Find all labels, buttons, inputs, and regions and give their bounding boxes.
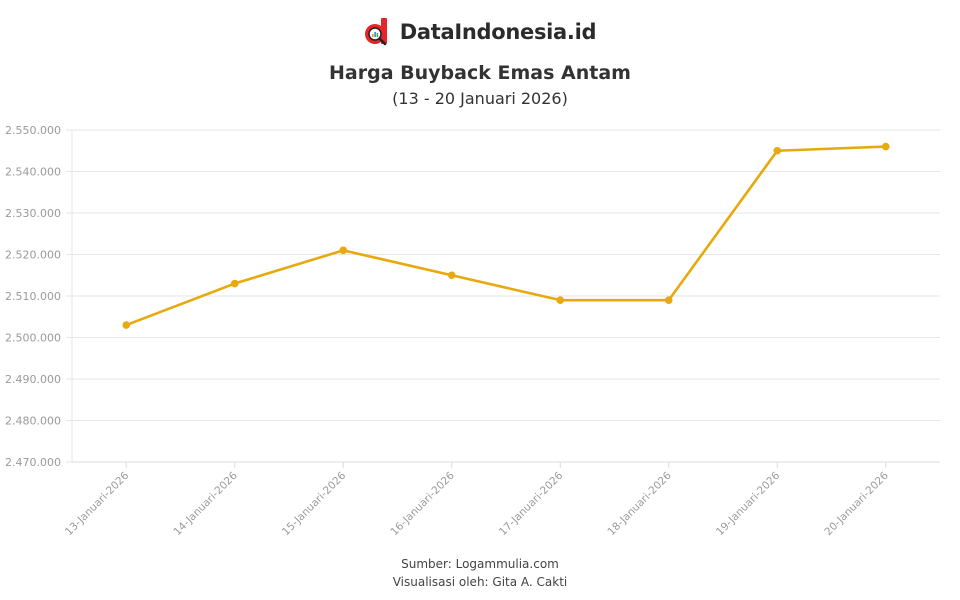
x-tick-label: 18-Januari-2026 xyxy=(605,469,674,538)
y-tick-label: 2.480.000 xyxy=(5,415,61,428)
dataindonesia-logo-icon xyxy=(364,18,390,46)
data-point[interactable] xyxy=(122,321,131,329)
x-tick-label: 16-Januari-2026 xyxy=(388,469,457,538)
x-tick-label: 19-Januari-2026 xyxy=(714,469,783,538)
data-point[interactable] xyxy=(339,246,348,255)
gridlines xyxy=(66,129,940,463)
brand-name: DataIndonesia.id xyxy=(399,20,597,44)
brand-header: DataIndonesia.id xyxy=(0,18,960,46)
source-note: Sumber: Logammulia.com xyxy=(401,557,559,571)
y-tick-label: 2.470.000 xyxy=(5,456,61,469)
data-point[interactable] xyxy=(230,279,239,288)
credit-note: Visualisasi oleh: Gita A. Cakti xyxy=(392,575,568,589)
y-tick-label: 2.540.000 xyxy=(5,166,61,179)
data-point[interactable] xyxy=(773,146,782,155)
data-point[interactable] xyxy=(881,142,890,151)
y-tick-label: 2.520.000 xyxy=(5,249,61,262)
data-point[interactable] xyxy=(664,296,673,304)
y-tick-label: 2.490.000 xyxy=(5,373,61,386)
chart-title: Harga Buyback Emas Antam xyxy=(329,62,631,84)
data-point[interactable] xyxy=(556,296,565,304)
x-tick-label: 17-Januari-2026 xyxy=(497,469,566,538)
x-tick-label: 20-Januari-2026 xyxy=(822,469,891,538)
data-series xyxy=(122,142,890,329)
series-line xyxy=(125,145,886,327)
x-tick-label: 13-Januari-2026 xyxy=(63,469,132,538)
y-tick-label: 2.510.000 xyxy=(5,290,61,303)
y-axis: 2.470.000 2.480.000 2.490.000 2.500.000 2.51… xyxy=(5,124,73,469)
x-axis: 13-Januari-2026 14-Januari-2026 15-Januari… xyxy=(63,461,940,538)
y-tick-label: 2.500.000 xyxy=(5,332,61,345)
chart-footer: Sumber: Logammulia.com Visualisasi oleh:… xyxy=(0,555,960,591)
y-tick-label: 2.530.000 xyxy=(5,207,61,220)
chart-subtitle: (13 - 20 Januari 2026) xyxy=(392,89,568,108)
x-tick-label: 14-Januari-2026 xyxy=(171,469,240,538)
x-tick-label: 15-Januari-2026 xyxy=(280,469,349,538)
data-point[interactable] xyxy=(447,271,456,280)
y-tick-label: 2.550.000 xyxy=(5,124,61,137)
